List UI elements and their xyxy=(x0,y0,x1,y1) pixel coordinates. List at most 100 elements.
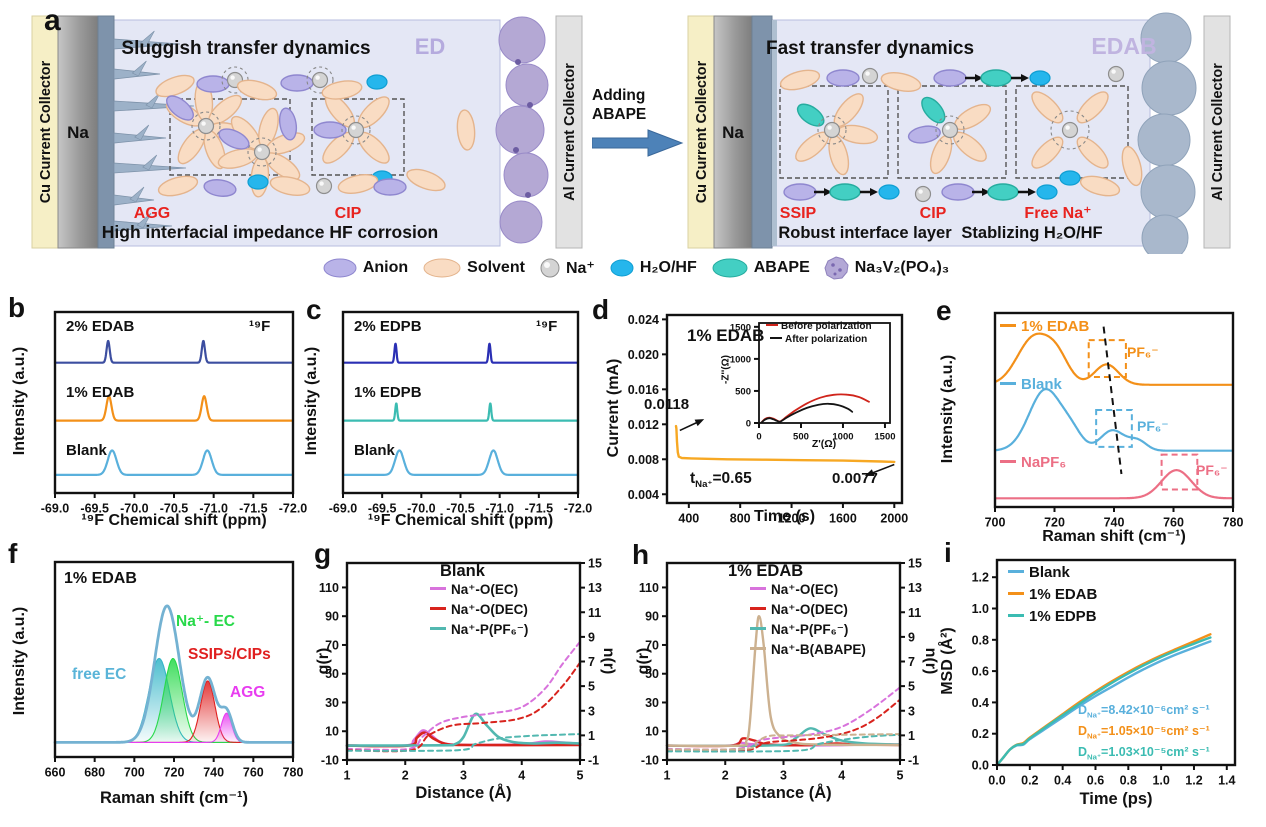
chart-b: -69.0 -69.5 -70.0 -70.5 -71.0 -71.5 -72.0 xyxy=(41,310,307,516)
inset-x-label: Z'(Ω) xyxy=(811,438,837,450)
x-tick-label: 1500 xyxy=(874,432,895,443)
legend-swatch xyxy=(750,647,766,651)
legend-label: After polarization xyxy=(785,334,868,345)
legend-label: Na⁺-P(PF₆⁻) xyxy=(771,622,849,637)
x-tick-label: 760 xyxy=(1163,516,1184,530)
series-line xyxy=(995,636,1212,767)
r-tick-label: -1 xyxy=(588,754,599,768)
d-subscript: Na⁺ xyxy=(1087,710,1102,720)
solvent-icon xyxy=(423,258,461,278)
legend-swatch xyxy=(430,607,446,611)
legend-swatch xyxy=(770,337,782,340)
legend-swatch xyxy=(750,607,766,611)
axes-box xyxy=(995,558,1237,767)
chart-title: Blank xyxy=(440,562,485,580)
y-tick-label: 0.6 xyxy=(972,665,989,679)
legend-label: Anion xyxy=(362,259,409,276)
inset-legend-before: Before polarization xyxy=(766,321,872,332)
mol-arr xyxy=(860,188,878,196)
chart-din: 0 500 1000 1500 0 500 1000 1500 xyxy=(730,322,896,443)
legend-label: Before polarization xyxy=(781,321,872,332)
x-tick-label: 5 xyxy=(897,769,904,783)
series-line xyxy=(53,395,295,422)
y-tick-label: 0.8 xyxy=(972,633,989,647)
x-axis-label: Raman shift (cm⁻¹) xyxy=(1042,528,1186,545)
molecule-decor xyxy=(155,66,476,198)
x-tick-label: 680 xyxy=(84,766,105,780)
legend-pf6: Na⁺-P(PF₆⁻) xyxy=(430,622,528,638)
cathode-bumps xyxy=(1137,12,1197,254)
diffusion-edpb: DNa⁺=1.03×10⁻⁵cm² s⁻¹ xyxy=(1078,744,1210,762)
y-tick-label: 0.008 xyxy=(628,453,659,467)
trace-label: 1% EDAB xyxy=(66,384,135,401)
series-line xyxy=(341,402,580,422)
t-subscript: Na⁺ xyxy=(695,479,713,491)
legend-ec: Na⁺-O(EC) xyxy=(430,582,518,598)
ed-title: Sluggish transfer dynamics xyxy=(121,38,370,59)
x-tick-label: 1 xyxy=(344,769,351,783)
na-ec-label: Na⁺- EC xyxy=(176,613,235,630)
nucleus-label: ¹⁹F xyxy=(536,318,558,335)
x-tick-label: -69.5 xyxy=(80,502,109,516)
legend-label: 1% EDPB xyxy=(1029,608,1097,625)
axes-box xyxy=(53,310,295,495)
x-tick-label: 0 xyxy=(756,432,761,443)
legend-label: Na₃V₂(PO₄)₃ xyxy=(854,259,950,276)
trace-label: Blank xyxy=(66,442,107,459)
edab-title: Fast transfer dynamics xyxy=(766,38,974,59)
mol-ani xyxy=(218,128,250,150)
free-ec-label: free EC xyxy=(72,666,127,683)
legend-na: Na⁺ xyxy=(538,256,595,280)
x-tick-label: 4 xyxy=(518,769,525,783)
legend-swatch xyxy=(1000,324,1016,328)
d-subscript: Na⁺ xyxy=(1087,731,1102,741)
y-tick-label: 0.020 xyxy=(628,348,659,362)
series-line xyxy=(674,424,896,464)
x-tick-label: -69.0 xyxy=(329,502,358,516)
mol-ani xyxy=(280,74,314,92)
schematic-ed-cell: Cu Current Collector Na Al Current Colle… xyxy=(31,15,583,249)
na-surface xyxy=(97,15,115,249)
solvation-shell-box xyxy=(779,85,889,179)
series-line xyxy=(665,727,902,748)
d-subscript: Na⁺ xyxy=(1087,752,1102,762)
y-tick-label: 30 xyxy=(325,696,339,710)
legend-swatch xyxy=(750,627,766,631)
legend-swatch xyxy=(750,587,766,591)
y-tick-label: 10 xyxy=(645,725,659,739)
ssip-label: SSIP xyxy=(780,205,817,222)
mol-sol xyxy=(1076,136,1109,169)
x-tick-label: 760 xyxy=(243,766,264,780)
na-metal-strip xyxy=(57,15,99,249)
annotation-arrow xyxy=(679,420,700,432)
axes-box xyxy=(758,322,891,424)
cu-collector-strip xyxy=(31,15,59,249)
series-line xyxy=(53,604,295,744)
trace-label-napf6: NaPF₆ xyxy=(1000,454,1066,471)
y-tick-label: 1000 xyxy=(730,354,751,365)
na-ion-icon xyxy=(540,258,560,278)
legend-label: Na⁺-O(DEC) xyxy=(451,602,528,617)
trace-label: 1% EDPB xyxy=(354,384,422,401)
mol-arr xyxy=(972,188,990,196)
legend-blank: Blank xyxy=(1008,564,1070,581)
x-tick-label: 0.0 xyxy=(988,774,1005,788)
x-tick-label: 3 xyxy=(460,769,467,783)
adding-line2: ABAPE xyxy=(592,106,647,123)
panel-letter-d: d xyxy=(592,294,610,325)
legend-swatch xyxy=(1008,614,1024,618)
mol-ani xyxy=(373,178,407,196)
mol-h2o xyxy=(1036,184,1058,200)
chart-f: 660 680 700 720 740 760 780 xyxy=(45,560,303,780)
legend-label: 1% EDAB xyxy=(1029,586,1098,603)
x-tick-label: 1.0 xyxy=(1152,774,1169,788)
trace-label: 2% EDAB xyxy=(66,318,135,335)
mol-dsh xyxy=(306,66,334,94)
cu-collector-label: Cu Current Collector xyxy=(694,60,710,203)
y-tick-label: 0.004 xyxy=(628,488,659,502)
cip-label: CIP xyxy=(920,205,947,222)
y-tick-label: 0.4 xyxy=(972,696,989,710)
y-tick-label: 70 xyxy=(325,638,339,652)
y-tick-label: 30 xyxy=(645,696,659,710)
